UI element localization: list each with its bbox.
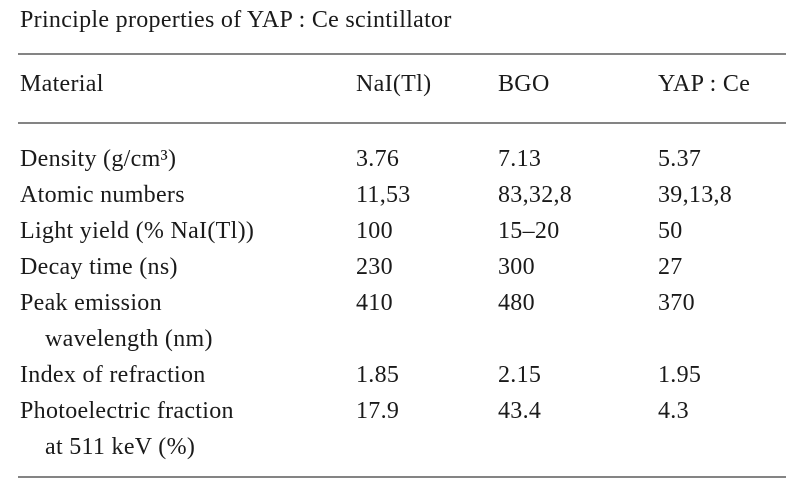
cell-value: 15–20 xyxy=(498,218,560,244)
row-label-line2: wavelength (nm) xyxy=(45,326,213,352)
cell-value: 2.15 xyxy=(498,362,542,388)
cell-value: 17.9 xyxy=(356,398,400,424)
column-header-nai-tl: NaI(Tl) xyxy=(356,71,432,97)
table-row: Light yield (% NaI(Tl)) 100 15–20 50 xyxy=(20,213,810,249)
row-label: Decay time (ns) xyxy=(20,254,178,280)
cell-value: 4.3 xyxy=(658,398,689,424)
table-row: Decay time (ns) 230 300 27 xyxy=(20,249,810,285)
cell-value: 39,13,8 xyxy=(658,182,733,208)
cell-value: 300 xyxy=(498,254,535,280)
table-row: Peak emission wavelength (nm) 410 480 37… xyxy=(20,285,810,357)
row-label: Light yield (% NaI(Tl)) xyxy=(20,218,255,244)
cell-value: 43.4 xyxy=(498,398,542,424)
cell-value: 370 xyxy=(658,290,695,316)
cell-value: 410 xyxy=(356,290,393,316)
row-label: Peak emission xyxy=(20,290,162,316)
mid-rule xyxy=(18,122,786,124)
cell-value: 1.95 xyxy=(658,362,702,388)
column-header-yap-ce: YAP : Ce xyxy=(658,71,751,97)
cell-value: 83,32,8 xyxy=(498,182,573,208)
cell-value: 5.37 xyxy=(658,146,702,172)
table-body: Density (g/cm³) 3.76 7.13 5.37 Atomic nu… xyxy=(0,141,810,465)
row-label-group: Photoelectric fraction at 511 keV (%) xyxy=(20,393,356,465)
table-row: Atomic numbers 11,53 83,32,8 39,13,8 xyxy=(20,177,810,213)
table-row: Photoelectric fraction at 511 keV (%) 17… xyxy=(20,393,810,465)
table-row: Density (g/cm³) 3.76 7.13 5.37 xyxy=(20,141,810,177)
row-label: Atomic numbers xyxy=(20,182,185,208)
top-rule xyxy=(18,53,786,55)
table-header-row: Material NaI(Tl) BGO YAP : Ce xyxy=(20,70,810,98)
row-label-line2: at 511 keV (%) xyxy=(45,434,196,460)
cell-value: 230 xyxy=(356,254,393,280)
row-label: Index of refraction xyxy=(20,362,206,388)
cell-value: 27 xyxy=(658,254,683,280)
cell-value: 100 xyxy=(356,218,393,244)
row-label: Photoelectric fraction xyxy=(20,398,234,424)
cell-value: 7.13 xyxy=(498,146,542,172)
cell-value: 3.76 xyxy=(356,146,400,172)
cell-value: 480 xyxy=(498,290,535,316)
cell-value: 11,53 xyxy=(356,182,411,208)
column-header-material: Material xyxy=(20,71,104,97)
bottom-rule xyxy=(18,476,786,478)
cell-value: 1.85 xyxy=(356,362,400,388)
table-caption: Principle properties of YAP : Ce scintil… xyxy=(20,7,452,33)
cell-value: 50 xyxy=(658,218,683,244)
column-header-bgo: BGO xyxy=(498,71,550,97)
row-label: Density (g/cm³) xyxy=(20,146,177,172)
table-row: Index of refraction 1.85 2.15 1.95 xyxy=(20,357,810,393)
row-label-group: Peak emission wavelength (nm) xyxy=(20,285,356,357)
